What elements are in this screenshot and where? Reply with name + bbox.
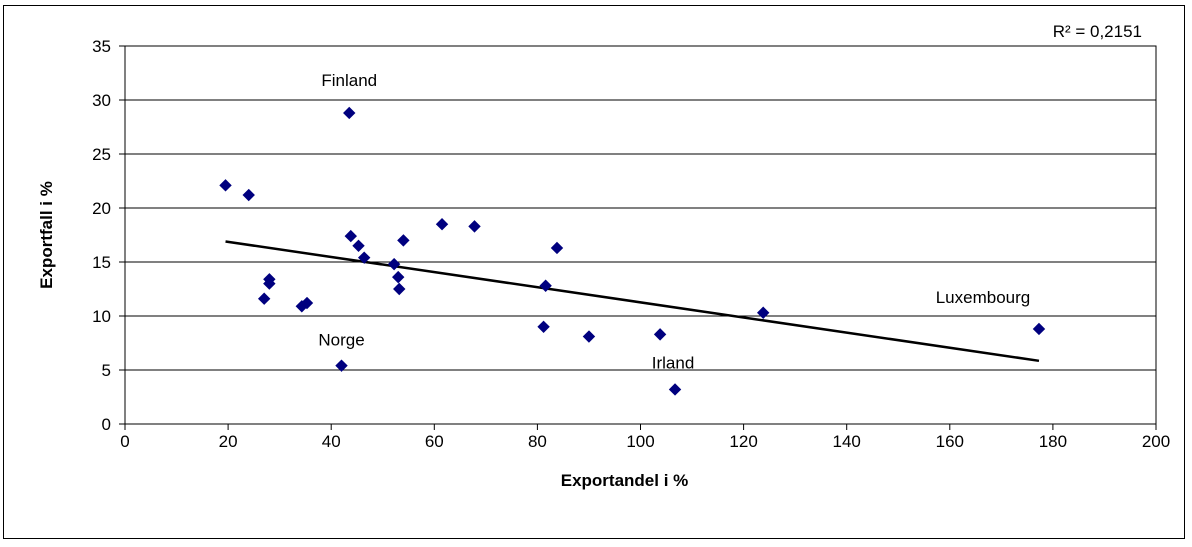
data-point: [537, 320, 550, 334]
x-tick-label: 200: [1142, 432, 1170, 451]
data-point: [397, 234, 410, 247]
data-point: [468, 220, 481, 233]
data-point: [300, 296, 314, 310]
data-point: [344, 229, 357, 243]
annotation-label: Norge: [318, 331, 364, 350]
data-point: [343, 106, 356, 120]
data-point: [668, 383, 682, 396]
y-tick-label: 20: [92, 199, 111, 218]
y-tick-label: 30: [92, 91, 111, 110]
x-tick-label: 0: [120, 432, 129, 451]
annotation-label: Irland: [652, 353, 695, 372]
data-point: [582, 330, 596, 343]
y-tick-label: 0: [102, 415, 111, 434]
annotation-label: Luxembourg: [936, 288, 1031, 307]
data-point: [263, 277, 276, 290]
y-tick-label: 5: [102, 361, 111, 380]
x-tick-label: 60: [425, 432, 444, 451]
data-point: [539, 279, 552, 292]
r-squared-label: R² = 0,2151: [1053, 22, 1142, 41]
y-tick-label: 15: [92, 253, 111, 272]
data-point: [242, 188, 255, 202]
annotation-label: Finland: [321, 71, 377, 90]
chart-frame: [3, 5, 1185, 539]
x-tick-label: 160: [936, 432, 964, 451]
y-tick-label: 10: [92, 307, 111, 326]
x-axis-title: Exportandel i %: [561, 471, 689, 490]
x-tick-label: 20: [219, 432, 238, 451]
data-point: [1032, 322, 1046, 336]
data-point: [435, 217, 449, 231]
x-tick-label: 120: [729, 432, 757, 451]
data-point: [357, 251, 371, 264]
x-tick-label: 100: [626, 432, 654, 451]
x-tick-label: 140: [833, 432, 861, 451]
data-point: [335, 359, 348, 372]
x-tick-label: 40: [322, 432, 341, 451]
trendline: [225, 240, 1040, 363]
x-tick-label: 180: [1039, 432, 1067, 451]
data-point: [550, 241, 564, 255]
plot-area: [124, 45, 1157, 425]
data-point: [392, 270, 405, 284]
data-point: [653, 328, 667, 341]
y-tick-label: 25: [92, 145, 111, 164]
y-tick-label: 35: [92, 37, 111, 56]
y-axis-title: Exportfall i %: [37, 181, 56, 289]
data-point: [219, 179, 232, 192]
data-point: [393, 282, 406, 296]
data-point: [352, 239, 365, 253]
data-point: [756, 306, 770, 319]
data-point: [387, 257, 401, 271]
data-point: [257, 292, 271, 305]
x-tick-label: 80: [528, 432, 547, 451]
